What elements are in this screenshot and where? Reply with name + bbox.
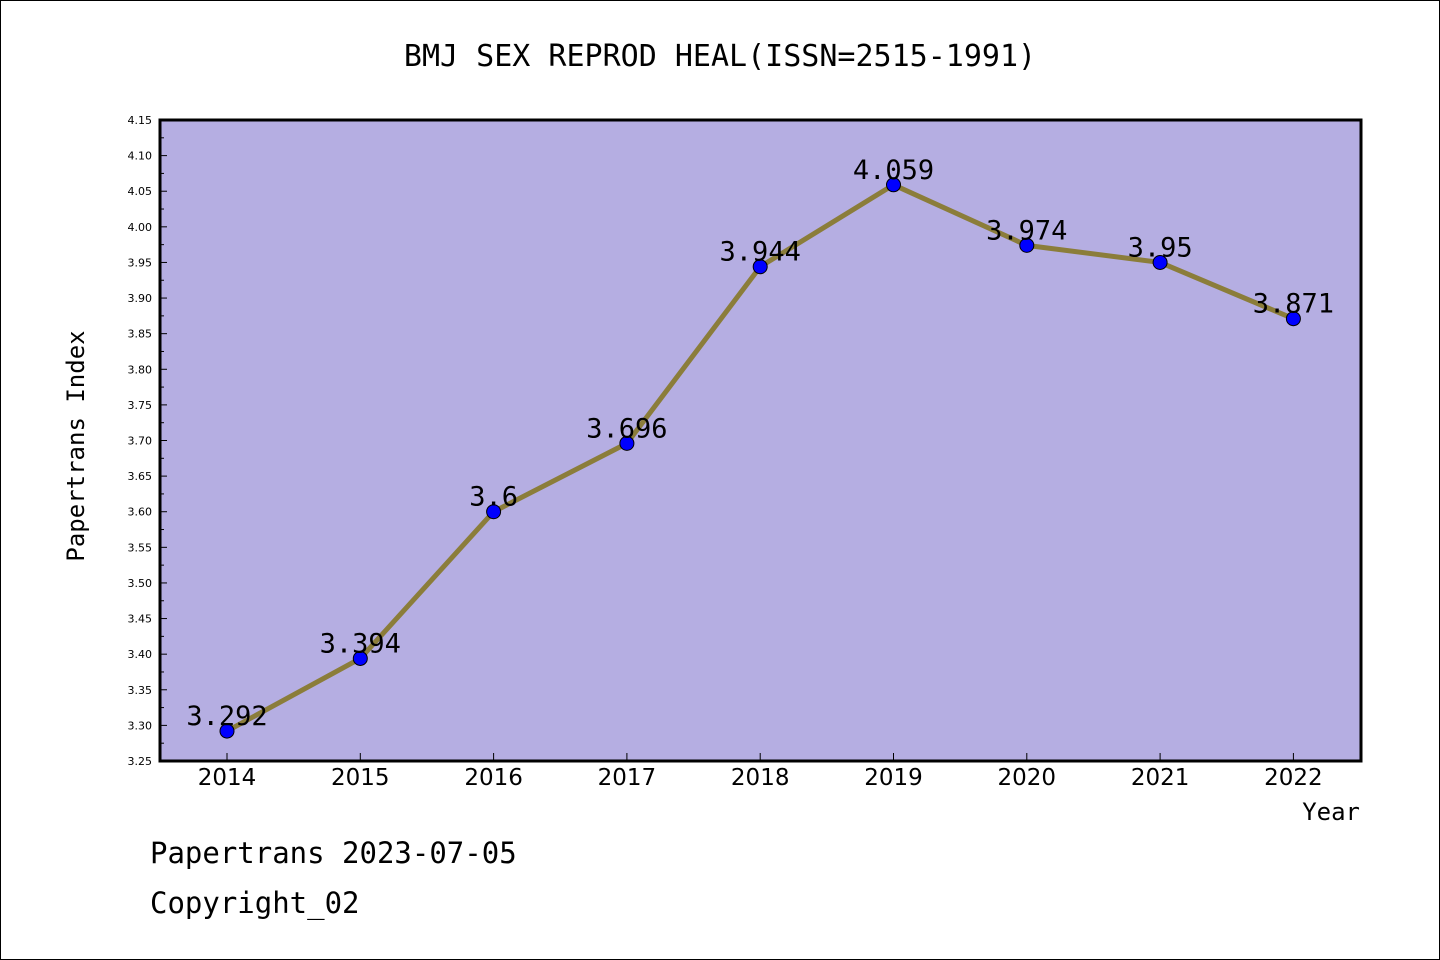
x-tick-label: 2019 <box>864 765 923 791</box>
x-axis-ticks: 2014 2015 2016 2017 2018 2019 2020 2021 2022 <box>198 753 1323 791</box>
data-label: 3.974 <box>986 215 1067 246</box>
y-tick-label: 3.55 <box>128 541 153 554</box>
y-tick-label: 3.40 <box>128 648 153 661</box>
y-tick-label: 3.65 <box>128 470 153 483</box>
x-tick-label: 2021 <box>1131 765 1190 791</box>
data-point <box>619 435 635 451</box>
data-label: 3.6 <box>469 482 518 513</box>
x-tick-label: 2016 <box>464 765 523 791</box>
plot-area <box>160 120 1361 761</box>
y-tick-label: 3.75 <box>128 399 153 412</box>
y-tick-label: 3.60 <box>128 506 153 519</box>
y-tick-label: 3.45 <box>128 613 153 626</box>
data-label: 3.394 <box>320 628 401 659</box>
x-axis-label: Year <box>1302 798 1360 826</box>
y-tick-label: 3.50 <box>128 577 153 590</box>
data-point <box>752 259 768 275</box>
y-tick-label: 4.00 <box>128 221 153 234</box>
data-point <box>886 177 901 193</box>
y-tick-label: 3.95 <box>128 256 153 269</box>
y-tick-label: 3.90 <box>128 292 153 305</box>
plot-border <box>158 118 1363 763</box>
data-label: 4.059 <box>853 155 934 186</box>
x-tick-label: 2022 <box>1264 765 1323 791</box>
x-tick-label: 2018 <box>731 765 790 791</box>
y-tick-label: 3.25 <box>128 755 153 768</box>
y-tick-label: 3.80 <box>128 363 153 376</box>
data-point <box>352 650 368 666</box>
data-label: 3.292 <box>186 701 267 732</box>
data-labels: 3.292 3.394 3.6 3.696 3.944 4.059 3.974 3.95 3.8… <box>186 155 1334 732</box>
x-tick-label: 2014 <box>198 765 257 791</box>
data-point <box>1019 237 1035 253</box>
y-axis-label: Papertrans Index <box>62 330 90 561</box>
x-tick-label: 2015 <box>331 765 390 791</box>
footer-copyright: Copyright_02 <box>150 886 360 920</box>
y-tick-label: 4.10 <box>128 150 153 163</box>
data-point <box>219 723 235 739</box>
footer-date: Papertrans 2023-07-05 <box>150 836 517 870</box>
x-tick-label: 2017 <box>598 765 657 791</box>
data-point <box>1152 254 1168 270</box>
data-point <box>486 504 502 520</box>
data-point <box>1285 311 1301 327</box>
y-tick-label: 3.70 <box>128 435 153 448</box>
y-tick-label: 3.85 <box>128 328 153 341</box>
series-points <box>219 177 1301 739</box>
data-label: 3.696 <box>586 413 667 444</box>
y-tick-label: 4.05 <box>128 185 153 198</box>
chart-title: BMJ SEX REPROD HEAL(ISSN=2515-1991) <box>404 39 1036 74</box>
data-label: 3.95 <box>1128 232 1193 263</box>
x-tick-label: 2020 <box>998 765 1057 791</box>
y-tick-label: 4.15 <box>128 114 153 127</box>
y-tick-label: 3.35 <box>128 684 153 697</box>
data-label: 3.871 <box>1253 289 1334 320</box>
y-tick-label: 3.30 <box>128 719 153 732</box>
data-label: 3.944 <box>720 237 801 268</box>
